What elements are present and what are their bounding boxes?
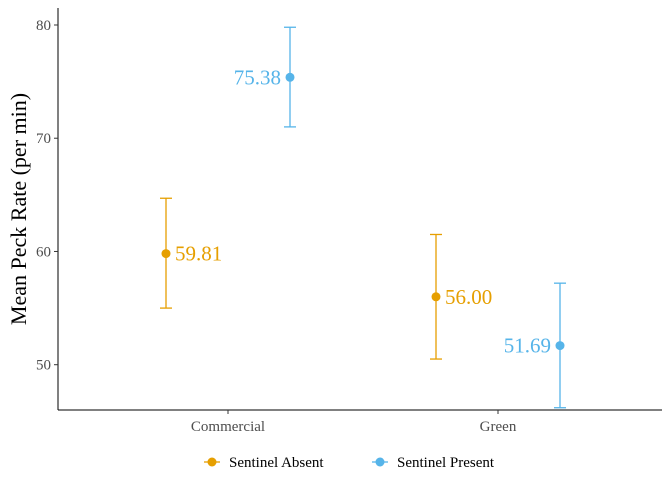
y-axis-title: Mean Peck Rate (per min) <box>6 93 31 325</box>
legend-marker <box>207 457 217 467</box>
legend: Sentinel Absent Sentinel Present <box>204 455 495 471</box>
y-tick-label: 60 <box>36 244 51 260</box>
y-ticks: 50 60 70 80 <box>36 18 58 374</box>
x-tick-label: Green <box>480 419 517 435</box>
axes <box>57 8 662 411</box>
legend-label: Sentinel Absent <box>229 455 324 471</box>
x-ticks: Commercial Green <box>191 410 517 435</box>
data-label: 59.81 <box>175 242 222 266</box>
data-point <box>431 292 441 302</box>
plot-marks: 59.81 56.00 75.38 51.69 <box>160 26 566 409</box>
data-point <box>555 341 565 351</box>
y-tick-label: 50 <box>36 358 51 374</box>
data-point <box>161 249 171 259</box>
legend-item: Sentinel Present <box>372 455 495 471</box>
data-label: 56.00 <box>445 285 492 309</box>
legend-item: Sentinel Absent <box>204 455 324 471</box>
x-tick-label: Commercial <box>191 419 265 435</box>
data-label: 75.38 <box>234 65 281 89</box>
legend-label: Sentinel Present <box>397 455 495 471</box>
data-point <box>285 72 295 82</box>
y-tick-label: 80 <box>36 18 51 34</box>
y-tick-label: 70 <box>36 131 51 147</box>
legend-marker <box>375 457 385 467</box>
data-label: 51.69 <box>504 334 551 358</box>
